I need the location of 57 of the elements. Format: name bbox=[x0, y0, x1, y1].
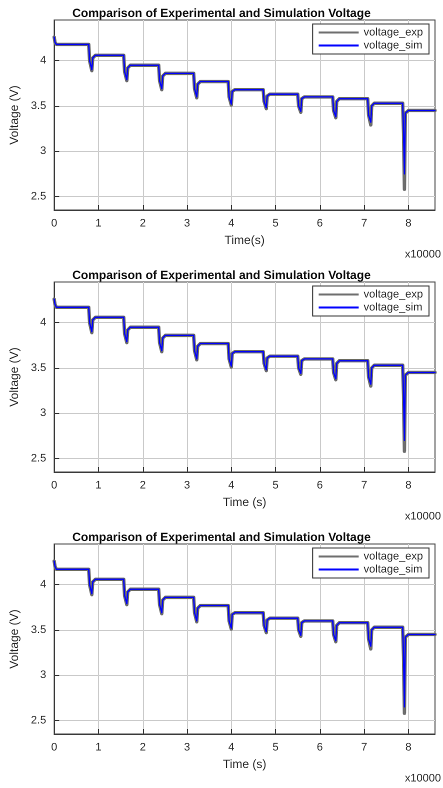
x-tick-label: 1 bbox=[95, 480, 102, 492]
chart-title: Comparison of Experimental and Simulation Voltage bbox=[72, 6, 372, 20]
legend-label: voltage_exp bbox=[364, 550, 424, 562]
legend-label: voltage_sim bbox=[364, 40, 422, 52]
x-tick-label: 6 bbox=[316, 742, 323, 754]
y-tick-label: 3 bbox=[40, 145, 46, 158]
y-tick-label: 2.5 bbox=[30, 190, 46, 202]
x-tick-label: 2 bbox=[140, 218, 146, 230]
x-tick-label: 0 bbox=[51, 480, 58, 492]
x-tick-label: 7 bbox=[361, 218, 368, 230]
x-axis-title: Time (s) bbox=[222, 494, 266, 509]
y-tick-label: 3 bbox=[40, 407, 46, 420]
legend-label: voltage_sim bbox=[364, 302, 422, 314]
x-tick-label: 4 bbox=[228, 480, 234, 492]
x-tick-label: 5 bbox=[272, 742, 279, 754]
x-tick-label: 1 bbox=[95, 218, 102, 230]
text: x10000 bbox=[404, 772, 442, 784]
x-tick-label: 4 bbox=[228, 742, 234, 754]
text: x10000 bbox=[404, 248, 442, 260]
chart-title: Comparison of Experimental and Simulation Voltage bbox=[72, 268, 372, 282]
y-tick-label: 4 bbox=[40, 578, 46, 591]
y-tick-label: 4 bbox=[40, 316, 46, 329]
x-tick-label: 5 bbox=[272, 480, 279, 492]
y-tick-label: 2.5 bbox=[30, 452, 46, 464]
y-tick-label: 3.5 bbox=[30, 624, 46, 636]
x-tick-label: 0 bbox=[51, 742, 58, 754]
chart-title: Comparison of Experimental and Simulation Voltage bbox=[72, 530, 372, 544]
x-tick-label: 0 bbox=[51, 218, 58, 230]
legend-label: voltage_sim bbox=[364, 564, 422, 576]
x-tick-label: 2 bbox=[140, 742, 146, 754]
x-tick-label: 6 bbox=[316, 218, 323, 230]
x-axis-title: Time(s) bbox=[224, 232, 265, 247]
x-tick-label: 7 bbox=[361, 480, 368, 492]
y-tick-label: 2.5 bbox=[30, 714, 46, 726]
x-tick-label: 4 bbox=[228, 218, 234, 230]
y-axis-title: Voltage (V) bbox=[7, 609, 21, 669]
y-tick-label: 4 bbox=[40, 54, 46, 67]
x-tick-label: 8 bbox=[405, 480, 412, 492]
x-tick-label: 8 bbox=[405, 218, 412, 230]
x-tick-label: 2 bbox=[140, 480, 146, 492]
x-tick-label: 5 bbox=[272, 218, 279, 230]
legend-label: voltage_exp bbox=[364, 26, 424, 38]
x-tick-label: 6 bbox=[316, 480, 323, 492]
x-tick-label: 3 bbox=[184, 742, 190, 754]
y-axis-title: Voltage (V) bbox=[7, 347, 21, 407]
x-tick-label: 7 bbox=[361, 742, 368, 754]
x-axis-title: Time (s) bbox=[222, 756, 266, 771]
legend-label: voltage_exp bbox=[364, 288, 424, 300]
x-tick-label: 3 bbox=[184, 218, 190, 230]
y-axis-title: Voltage (V) bbox=[7, 85, 21, 145]
x-tick-label: 1 bbox=[95, 742, 102, 754]
x-tick-label: 3 bbox=[184, 480, 190, 492]
text: x10000 bbox=[404, 510, 442, 522]
y-tick-label: 3.5 bbox=[30, 100, 46, 112]
x-tick-label: 8 bbox=[405, 742, 412, 754]
y-tick-label: 3.5 bbox=[30, 362, 46, 374]
y-tick-label: 3 bbox=[40, 669, 46, 682]
